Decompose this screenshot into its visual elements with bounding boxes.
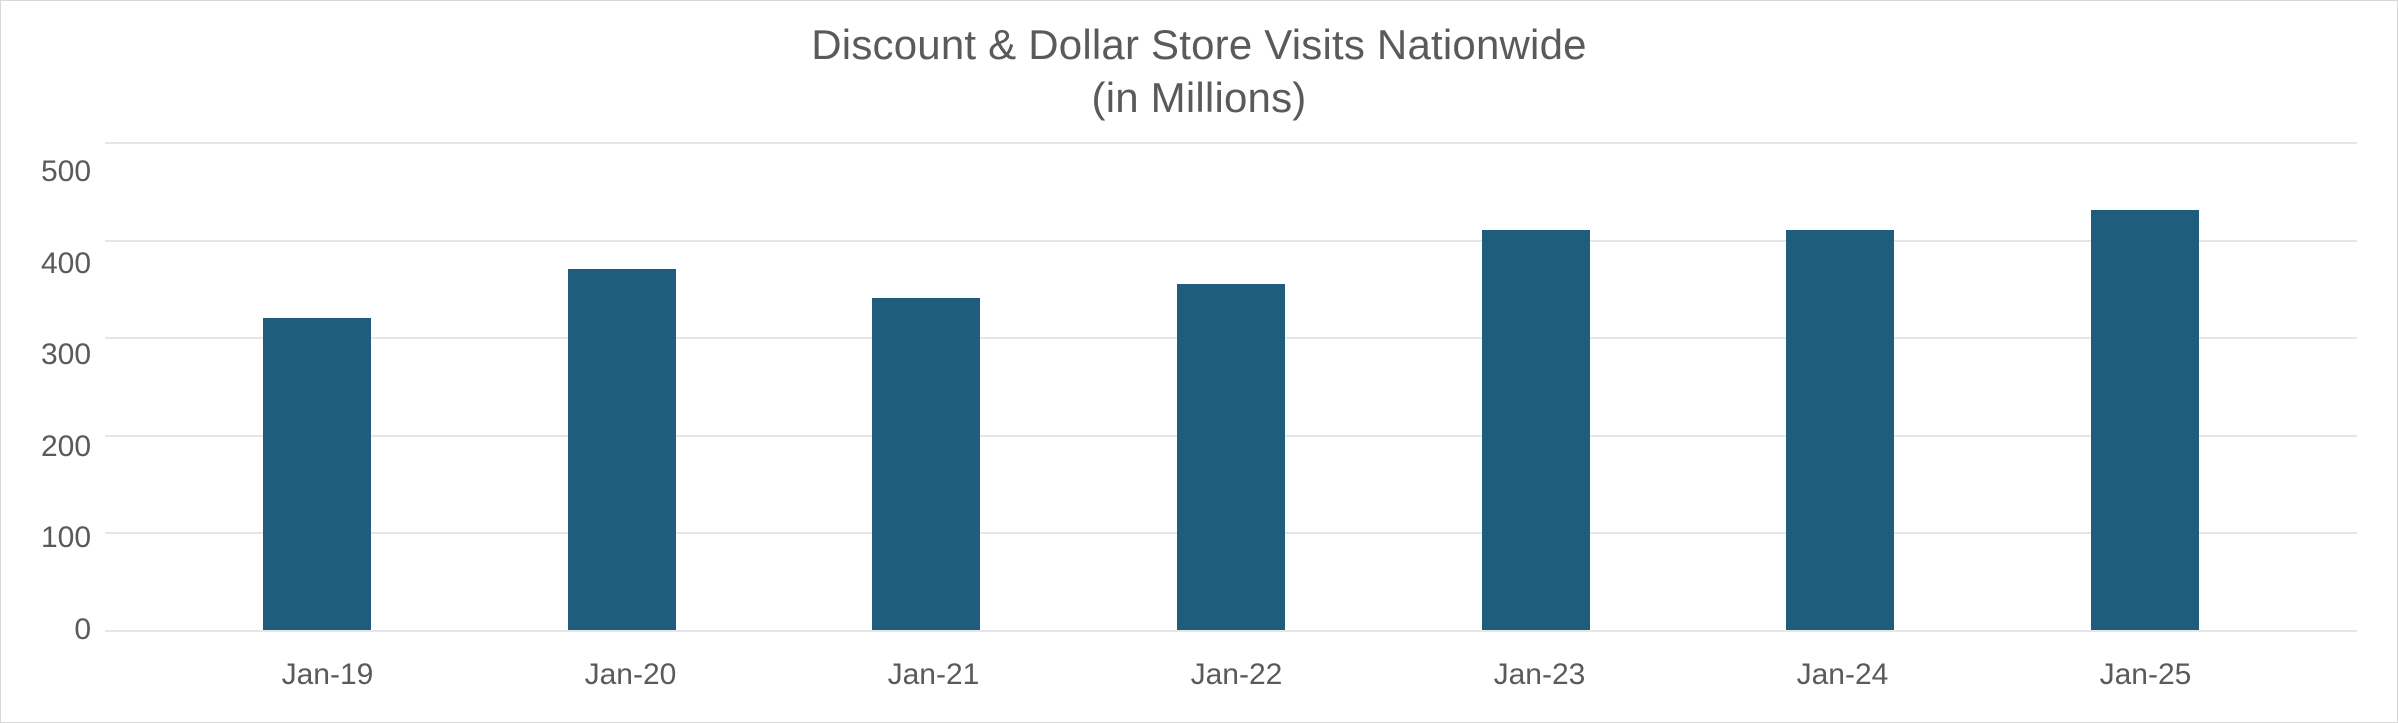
chart-title: Discount & Dollar Store Visits Nationwid… [41, 19, 2357, 124]
chart-title-line2: (in Millions) [1092, 74, 1307, 121]
y-tick: 100 [41, 523, 91, 553]
y-tick: 300 [41, 340, 91, 370]
bar-slot [470, 142, 775, 630]
bar-slot [774, 142, 1079, 630]
y-tick: 400 [41, 249, 91, 279]
x-axis-labels: Jan-19Jan-20Jan-21Jan-22Jan-23Jan-24Jan-… [116, 630, 2357, 692]
bar [2091, 210, 2199, 630]
bar [568, 269, 676, 630]
grid-area [105, 142, 2357, 630]
y-tick: 500 [41, 157, 91, 187]
x-tick: Jan-21 [782, 630, 1085, 692]
bar [1786, 230, 1894, 630]
plot-area: 500 400 300 200 100 0 Jan-19Jan-20Jan-21… [41, 142, 2357, 692]
x-tick: Jan-25 [1994, 630, 2297, 692]
x-tick: Jan-19 [176, 630, 479, 692]
chart-container: Discount & Dollar Store Visits Nationwid… [0, 0, 2398, 723]
x-tick: Jan-24 [1691, 630, 1994, 692]
bars-container [105, 142, 2357, 630]
gridline [105, 630, 2357, 632]
x-tick: Jan-20 [479, 630, 782, 692]
y-axis: 500 400 300 200 100 0 [41, 142, 105, 630]
bar [872, 298, 980, 630]
bar-slot [165, 142, 470, 630]
x-axis: Jan-19Jan-20Jan-21Jan-22Jan-23Jan-24Jan-… [41, 630, 2357, 692]
bar-slot [1079, 142, 1384, 630]
bar [263, 318, 371, 630]
bar-slot [1383, 142, 1688, 630]
y-tick: 200 [41, 432, 91, 462]
bar-slot [1688, 142, 1993, 630]
y-tick: 0 [41, 615, 91, 645]
bar [1482, 230, 1590, 630]
x-tick: Jan-22 [1085, 630, 1388, 692]
chart-title-line1: Discount & Dollar Store Visits Nationwid… [811, 21, 1586, 68]
bar [1177, 284, 1285, 630]
plot-body: 500 400 300 200 100 0 [41, 142, 2357, 630]
x-tick: Jan-23 [1388, 630, 1691, 692]
bar-slot [1992, 142, 2297, 630]
